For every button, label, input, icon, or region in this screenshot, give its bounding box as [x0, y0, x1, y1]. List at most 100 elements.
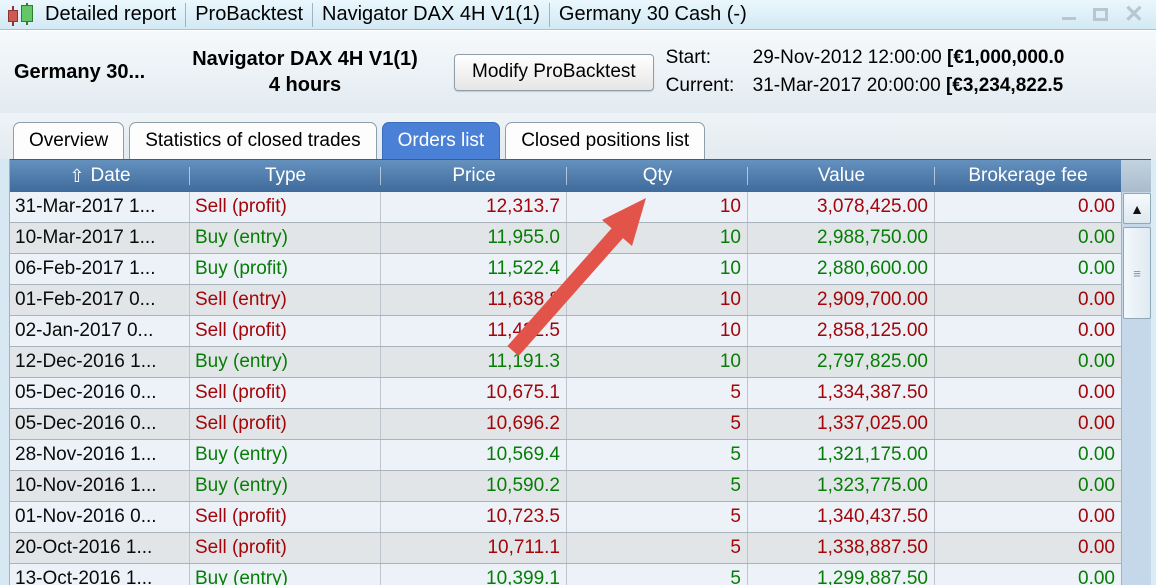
close-button[interactable]: ✕ — [1123, 0, 1144, 28]
title-app-name: ProBacktest — [195, 3, 304, 25]
cell-type: Buy (entry) — [190, 471, 381, 501]
cell-fee: 0.00 — [1078, 537, 1115, 558]
cell-qty: 10 — [567, 347, 748, 377]
vertical-scrollbar[interactable]: ▲ ≡ — [1121, 192, 1151, 585]
cell-price: 11,955.0 — [381, 223, 567, 253]
cell-price: 10,590.2 — [381, 471, 567, 501]
column-header-value[interactable]: Value — [748, 160, 935, 192]
orders-list-panel: ⇧ Date Type Price Qty Value Brokerage fee 31-M… — [0, 159, 1156, 585]
table-row[interactable]: 12-Dec-2016 1... Buy (entry) 11,191.3 10 2,7… — [10, 347, 1121, 378]
table-row[interactable]: 13-Oct-2016 1... Buy (entry) 10,399.1 5 1,29… — [10, 564, 1121, 585]
tab-overview[interactable]: Overview — [13, 122, 125, 159]
table-row[interactable]: 02-Jan-2017 0... Sell (profit) 11,432.5 10 2… — [10, 316, 1121, 347]
column-header-date[interactable]: ⇧ Date — [10, 160, 190, 192]
table-row[interactable]: 10-Mar-2017 1... Buy (entry) 11,955.0 10 2,9… — [10, 223, 1121, 254]
cell-value: 2,988,750.00 — [748, 223, 935, 253]
cell-value: 1,321,175.00 — [748, 440, 935, 470]
cell-date: 28-Nov-2016 1... — [10, 440, 190, 470]
cell-qty: 5 — [567, 533, 748, 563]
current-amount: [€3,234,822.5 — [945, 75, 1064, 96]
minimize-button[interactable] — [1061, 6, 1077, 24]
cell-qty: 10 — [567, 192, 748, 222]
cell-type: Sell (profit) — [190, 192, 381, 222]
column-header-type[interactable]: Type — [190, 160, 381, 192]
table-row[interactable]: 06-Feb-2017 1... Buy (profit) 11,522.4 10 2,… — [10, 254, 1121, 285]
column-header-qty[interactable]: Qty — [567, 160, 748, 192]
cell-value: 1,323,775.00 — [748, 471, 935, 501]
cell-fee: 0.00 — [1078, 351, 1115, 372]
cell-date: 01-Nov-2016 0... — [10, 502, 190, 532]
table-row[interactable]: 28-Nov-2016 1... Buy (entry) 10,569.4 5 1,32… — [10, 440, 1121, 471]
title-report-name: Detailed report — [45, 3, 177, 25]
table-row[interactable]: 05-Dec-2016 0... Sell (profit) 10,675.1 5 1,… — [10, 378, 1121, 409]
cell-type: Sell (profit) — [190, 409, 381, 439]
cell-type: Buy (entry) — [190, 440, 381, 470]
cell-date: 05-Dec-2016 0... — [10, 409, 190, 439]
table-row[interactable]: 01-Feb-2017 0... Sell (entry) 11,638.8 10 2,… — [10, 285, 1121, 316]
cell-price: 10,696.2 — [381, 409, 567, 439]
cell-qty: 5 — [567, 502, 748, 532]
current-label: Current: — [665, 75, 735, 96]
cell-qty: 10 — [567, 254, 748, 284]
maximize-button[interactable] — [1092, 8, 1108, 21]
window-left-border — [0, 159, 10, 585]
capital-summary: Start: 29-Nov-2012 12:00:00 [€1,000,000.… — [666, 44, 1065, 100]
cell-fee: 0.00 — [1078, 227, 1115, 248]
cell-type: Buy (entry) — [190, 223, 381, 253]
cell-value: 2,797,825.00 — [748, 347, 935, 377]
cell-price: 10,399.1 — [381, 564, 567, 585]
cell-value: 2,880,600.00 — [748, 254, 935, 284]
table-row[interactable]: 10-Nov-2016 1... Buy (entry) 10,590.2 5 1,32… — [10, 471, 1121, 502]
cell-qty: 5 — [567, 378, 748, 408]
cell-type: Sell (profit) — [190, 316, 381, 346]
cell-price: 11,638.8 — [381, 285, 567, 315]
cell-price: 10,723.5 — [381, 502, 567, 532]
timeframe-label: 4 hours — [268, 74, 342, 96]
cell-date: 20-Oct-2016 1... — [10, 533, 190, 563]
candlestick-chart-icon — [6, 2, 36, 28]
window-right-border — [1151, 159, 1156, 585]
column-header-brokerage-fee[interactable]: Brokerage fee — [968, 165, 1088, 186]
cell-date: 02-Jan-2017 0... — [10, 316, 190, 346]
title-system-name: Navigator DAX 4H V1(1) — [322, 3, 540, 25]
cell-date: 31-Mar-2017 1... — [10, 192, 190, 222]
table-header-corner — [1121, 159, 1151, 192]
cell-fee: 0.00 — [1078, 196, 1115, 217]
cell-value: 1,338,887.50 — [748, 533, 935, 563]
cell-value: 1,299,887.50 — [748, 564, 935, 585]
cell-price: 10,675.1 — [381, 378, 567, 408]
cell-fee: 0.00 — [1078, 568, 1115, 585]
tab-statistics-of-closed-trades[interactable]: Statistics of closed trades — [129, 122, 377, 159]
cell-qty: 10 — [567, 316, 748, 346]
table-row[interactable]: 20-Oct-2016 1... Sell (profit) 10,711.1 5 1,… — [10, 533, 1121, 564]
modify-probacktest-button[interactable]: Modify ProBacktest — [454, 53, 654, 91]
table-row[interactable]: 31-Mar-2017 1... Sell (profit) 12,313.7 10 3… — [10, 192, 1121, 223]
title-separator — [312, 2, 314, 27]
tab-orders-list[interactable]: Orders list — [381, 122, 501, 159]
cell-qty: 5 — [567, 471, 748, 501]
cell-fee: 0.00 — [1078, 382, 1115, 403]
scroll-up-button[interactable]: ▲ — [1123, 193, 1151, 224]
column-header-price[interactable]: Price — [381, 160, 567, 192]
cell-qty: 10 — [567, 223, 748, 253]
start-value: 29-Nov-2012 12:00:00 [€1,000,000.0 — [752, 47, 1065, 68]
system-name: Navigator DAX 4H V1(1) — [192, 48, 418, 70]
cell-type: Sell (profit) — [190, 533, 381, 563]
table-row[interactable]: 01-Nov-2016 0... Sell (profit) 10,723.5 5 1,… — [10, 502, 1121, 533]
orders-table-body: 31-Mar-2017 1... Sell (profit) 12,313.7 10 3… — [10, 192, 1121, 585]
cell-qty: 10 — [567, 285, 748, 315]
cell-value: 1,340,437.50 — [748, 502, 935, 532]
cell-fee: 0.00 — [1078, 258, 1115, 279]
cell-date: 06-Feb-2017 1... — [10, 254, 190, 284]
table-row[interactable]: 05-Dec-2016 0... Sell (profit) 10,696.2 5 1,… — [10, 409, 1121, 440]
cell-price: 12,313.7 — [381, 192, 567, 222]
scrollbar-thumb[interactable]: ≡ — [1123, 227, 1151, 319]
current-value: 31-Mar-2017 20:00:00 [€3,234,822.5 — [752, 75, 1064, 96]
system-title: Navigator DAX 4H V1(1) 4 hours — [162, 46, 448, 98]
instrument-label: Germany 30... — [14, 60, 146, 83]
start-label: Start: — [665, 47, 712, 68]
tab-closed-positions-list[interactable]: Closed positions list — [505, 122, 706, 159]
cell-fee: 0.00 — [1078, 444, 1115, 465]
cell-date: 12-Dec-2016 1... — [10, 347, 190, 377]
